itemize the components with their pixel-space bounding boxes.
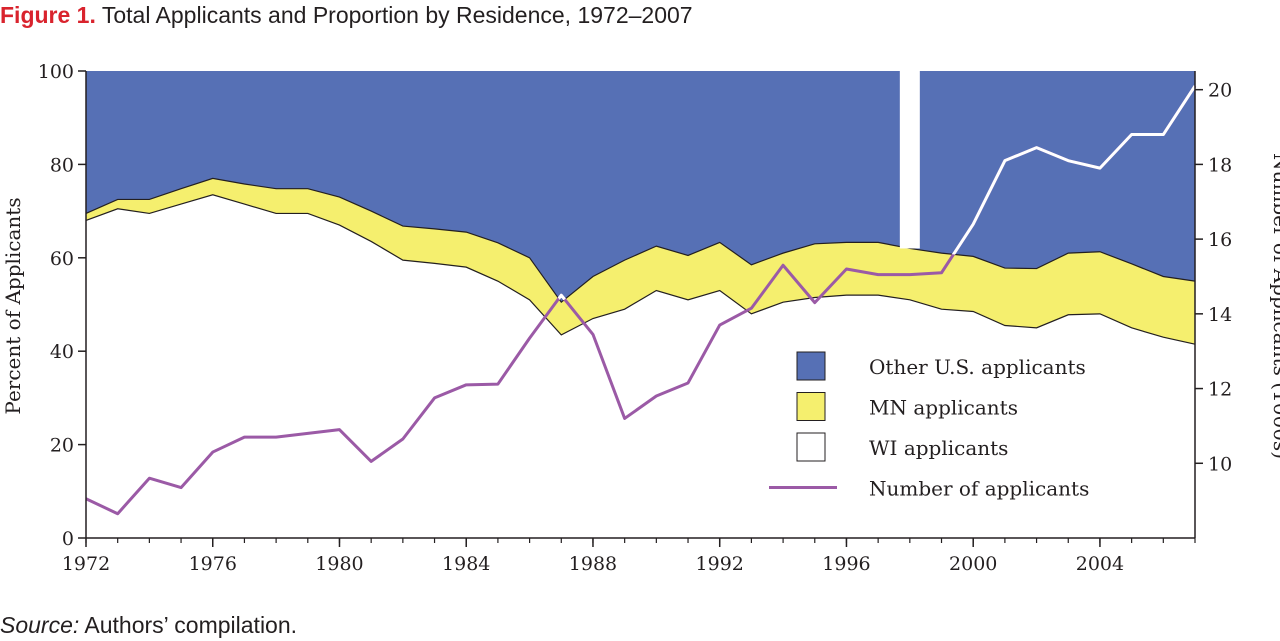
x-tick-label: 1976 <box>189 553 237 575</box>
legend-label: WI applicants <box>869 436 1008 460</box>
legend: Other U.S. applicants MN applicants WI app… <box>769 351 1089 501</box>
left-tick-label: 80 <box>50 154 74 176</box>
right-tick-label: 10 <box>1208 453 1232 475</box>
x-tick-label: 2004 <box>1076 553 1124 575</box>
area-layer <box>85 70 1196 345</box>
legend-label: Other U.S. applicants <box>869 355 1086 379</box>
legend-label: Number of applicants <box>869 477 1089 501</box>
legend-swatch <box>796 392 826 421</box>
x-tick-label: 1984 <box>442 553 490 575</box>
source-label: Source: <box>0 612 80 638</box>
left-tick-label: 40 <box>50 341 74 363</box>
x-tick-label: 2000 <box>949 553 997 575</box>
x-tick-label: 1988 <box>569 553 617 575</box>
left-axis-title: Percent of Applicants <box>1 197 25 414</box>
left-tick-label: 0 <box>62 528 74 550</box>
left-tick-label: 100 <box>38 61 74 83</box>
left-tick-label: 60 <box>50 248 74 270</box>
x-tick-label: 1996 <box>822 553 870 575</box>
applicants-line-over-blue <box>86 85 1195 303</box>
figure-title: Total Applicants and Proportion by Resid… <box>101 2 693 28</box>
legend-swatch <box>796 351 826 381</box>
x-tick-label: 1992 <box>696 553 744 575</box>
right-tick-label: 20 <box>1208 80 1232 102</box>
figure-label: Figure 1. <box>0 2 96 28</box>
right-tick-label: 16 <box>1208 229 1232 251</box>
wi-boundary-line <box>85 194 1196 345</box>
source-note: Source: Authors’ compilation. <box>0 612 297 639</box>
line-layer <box>85 85 1197 516</box>
legend-swatch <box>796 432 826 462</box>
source-text: Authors’ compilation. <box>84 612 298 638</box>
mn-area <box>86 178 1195 345</box>
axes-layer: 0 20 40 60 80 100 10 12 14 16 18 20 1972 1976 1980 1984… <box>38 61 1232 575</box>
right-tick-label: 14 <box>1208 304 1232 326</box>
left-tick-label: 20 <box>50 435 74 457</box>
x-tick-label: 1980 <box>315 553 363 575</box>
x-tick-label: 1972 <box>62 553 110 575</box>
mn-boundary-line <box>85 177 1196 304</box>
right-tick-label: 12 <box>1208 379 1232 401</box>
right-axis-title: Number of Applicants (1000s) <box>1269 153 1280 459</box>
data-gap <box>899 70 920 249</box>
legend-label: MN applicants <box>869 396 1018 420</box>
right-tick-label: 18 <box>1208 154 1232 176</box>
figure-title-row: Figure 1. Total Applicants and Proportio… <box>0 2 693 29</box>
